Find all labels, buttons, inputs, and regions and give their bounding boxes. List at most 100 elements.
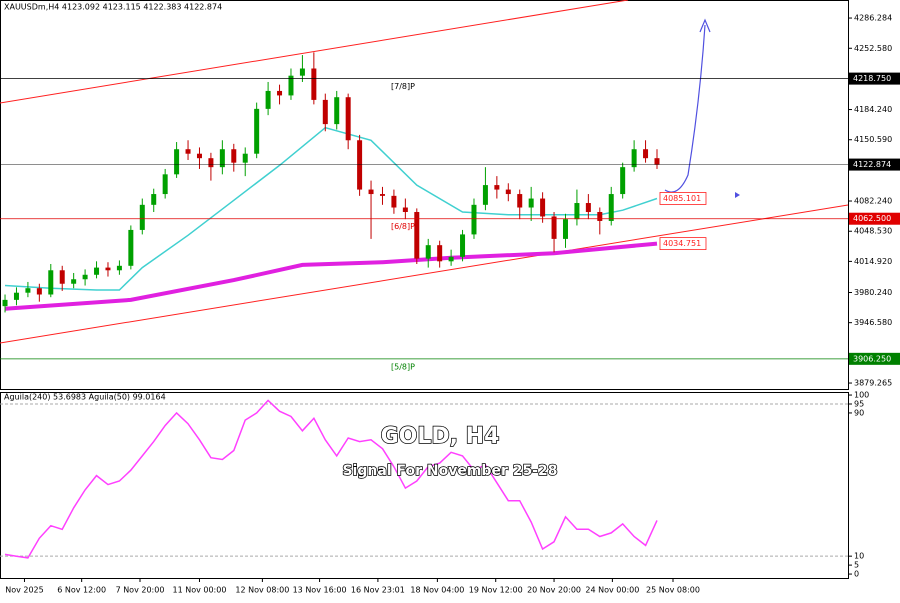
level-tag: [7/8]P (391, 82, 415, 91)
candle-body (208, 158, 214, 168)
candle-body (299, 68, 305, 76)
candle-body (196, 153, 202, 159)
y-tick-label: 4048.530 (854, 227, 892, 236)
y-tick-label: 0 (854, 570, 859, 579)
candle-body (322, 99, 328, 125)
candle-body (414, 211, 420, 259)
candle-body (540, 198, 546, 217)
candle-body (425, 245, 431, 259)
candle-body (59, 270, 65, 284)
level-label-box (849, 352, 900, 365)
candle-body (643, 149, 649, 159)
candle-body (334, 97, 340, 125)
main-panel (0, 0, 849, 390)
ma-label-box (659, 237, 707, 251)
y-tick-label: 4150.590 (854, 135, 892, 144)
chart-header: XAUUSDm,H4 4123.092 4123.115 4122.383 41… (4, 3, 222, 12)
y-tick-label: 90 (854, 408, 864, 417)
candle-body (402, 207, 408, 212)
candle-body (151, 194, 157, 205)
candle-body (13, 292, 19, 300)
x-tick-label: 20 Nov 20:00 (527, 586, 581, 595)
candle-body (391, 195, 397, 208)
candle-body (448, 256, 454, 262)
y-tick-label: 3879.265 (854, 379, 892, 388)
x-tick-label: 18 Nov 04:00 (410, 586, 464, 595)
y-tick-label: 10 (854, 552, 864, 561)
x-tick-label: 12 Nov 08:00 (235, 586, 289, 595)
candle-body (505, 189, 511, 195)
candle-body (116, 265, 122, 271)
y-tick-label: 4014.920 (854, 257, 892, 266)
level-label-box (849, 72, 900, 85)
indicator-line (4, 399, 658, 559)
y-tick-label: 100 (854, 391, 869, 400)
x-tick-label: 11 Nov 00:00 (173, 586, 227, 595)
candle-body (471, 204, 477, 235)
candle-body (585, 203, 591, 212)
x-tick-label: Nov 2025 (5, 586, 44, 595)
level-label: 3906.250 (853, 354, 891, 363)
channel-upper (0, 0, 629, 104)
level-label-box (849, 212, 900, 225)
candle-body (460, 234, 466, 257)
ma-label-box (659, 192, 707, 205)
candle-body (551, 216, 557, 239)
oscillator-panel (0, 392, 849, 579)
candle-body (597, 211, 603, 221)
forecast-arrow (664, 24, 706, 193)
candle-body (528, 198, 534, 208)
candle-body (2, 299, 8, 307)
candle-body (128, 229, 134, 266)
x-tick-label: 24 Nov 00:00 (585, 586, 639, 595)
y-tick-label: 5 (854, 561, 859, 570)
x-tick-label: 6 Nov 12:00 (57, 586, 106, 595)
moving-average (4, 241, 658, 311)
candle-body (25, 288, 31, 293)
candle-body (654, 158, 660, 165)
ma-label: 4085.101 (663, 194, 701, 203)
candle-body (219, 149, 225, 168)
candle-body (494, 185, 500, 190)
candle-body (82, 274, 88, 280)
candle-body (288, 75, 294, 96)
candle-body (231, 149, 237, 163)
level-label: 4218.750 (853, 74, 891, 83)
candle-body (94, 267, 100, 275)
candle-body (368, 189, 374, 195)
candle-body (517, 194, 523, 208)
candle-body (574, 203, 580, 220)
arrow-marker (735, 192, 740, 198)
y-tick-label: 3946.580 (854, 318, 892, 327)
y-tick-label: 3980.240 (854, 288, 892, 297)
arrow-head (699, 18, 711, 33)
candle-body (36, 288, 42, 295)
candle-body (437, 245, 443, 262)
x-tick-label: 19 Nov 12:00 (469, 586, 523, 595)
y-tick-label: 4286.284 (854, 14, 892, 23)
y-tick-label: 4252.580 (854, 44, 892, 53)
candle-body (277, 90, 283, 96)
level-label-box (849, 158, 900, 171)
candle-body (620, 167, 626, 195)
x-tick-label: 25 Nov 08:00 (646, 586, 700, 595)
overlay-subtitle: Signal For November 25-28 (343, 463, 558, 479)
x-tick-label: 13 Nov 16:00 (293, 586, 347, 595)
candle-body (185, 149, 191, 154)
y-tick-label: 4184.240 (854, 105, 892, 114)
candle-body (345, 97, 351, 141)
y-tick-label: 95 (854, 399, 864, 408)
candle-body (608, 194, 614, 221)
candle-body (48, 270, 54, 295)
candle-body (71, 279, 77, 284)
candle-body (105, 267, 111, 271)
candle-body (311, 68, 317, 100)
candle-body (162, 174, 168, 195)
level-label: 4062.500 (853, 214, 891, 223)
level-tag: [6/8]P (391, 222, 415, 231)
candle-body (174, 149, 180, 175)
candle-body (562, 219, 568, 239)
level-label: 4122.874 (853, 160, 891, 169)
candle-body (265, 90, 271, 109)
